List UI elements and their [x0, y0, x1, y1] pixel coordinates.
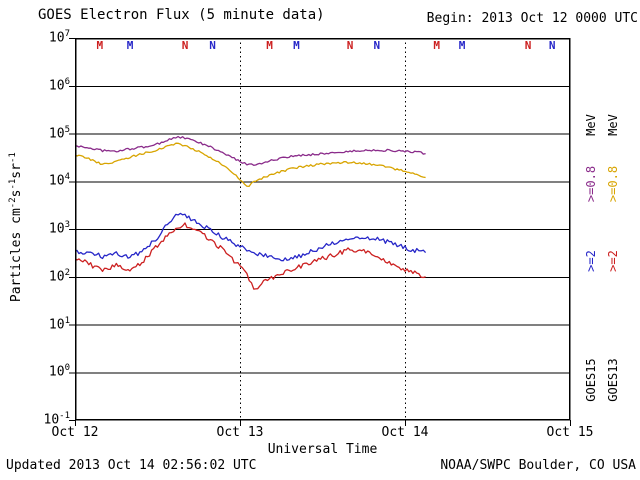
satellite-noon-marker: N: [548, 39, 556, 52]
flux-traces: [75, 135, 427, 290]
y-axis-tick-label: 103: [48, 220, 70, 237]
trace-goes15-2-mev: [75, 212, 427, 262]
trace-goes13-2-mev: [75, 222, 426, 290]
channel-label: >=2: [606, 250, 620, 272]
axis-ticks: [69, 38, 571, 426]
satellite-midnight-marker: M: [433, 39, 440, 52]
trace-goes13-0-8-mev: [75, 142, 426, 187]
satellite-midnight-marker: M: [126, 39, 134, 52]
y-axis-title: Particles cm-2s-1sr-1: [7, 152, 25, 303]
plot-border: [74, 37, 571, 421]
y-axis-tick-label: 100: [48, 363, 70, 380]
satellite-name-label: GOES15: [584, 358, 598, 402]
satellite-name-label: GOES13: [606, 358, 620, 402]
trace-goes15-0-8-mev: [75, 135, 426, 166]
satellite-noon-marker: N: [346, 39, 354, 52]
x-axis-tick-label: Oct 15: [546, 425, 594, 440]
satellite-midnight-marker: M: [458, 39, 466, 52]
satellite-midnight-marker: M: [96, 39, 104, 52]
y-axis-tick-label: 106: [48, 76, 70, 94]
x-axis-tick-label: Oct 14: [381, 425, 429, 440]
chart-title: GOES Electron Flux (5 minute data): [38, 7, 325, 23]
y-axis-tick-label: 107: [48, 29, 70, 46]
grid-lines: [75, 85, 570, 374]
y-axis-tick-label: 105: [48, 124, 70, 141]
y-axis-tick-label: 10-1: [43, 411, 71, 428]
x-axis-tick-label: Oct 12: [51, 425, 99, 440]
begin-time-label: Begin: 2013 Oct 12 0000 UTC: [426, 11, 638, 26]
satellite-midnight-marker: M: [266, 39, 273, 52]
y-axis-tick-label: 104: [48, 172, 70, 189]
x-axis-tick-label: Oct 13: [216, 425, 264, 440]
satellite-noon-marker: N: [524, 39, 532, 52]
y-axis-tick-label: 101: [48, 315, 70, 332]
satellite-noon-marker: N: [181, 39, 189, 52]
satellite-midnight-marker: M: [293, 39, 300, 52]
satellite-noon-marker: N: [373, 39, 381, 52]
updated-timestamp: Updated 2013 Oct 14 02:56:02 UTC: [6, 458, 257, 473]
data-source-label: NOAA/SWPC Boulder, CO USA: [440, 458, 636, 473]
x-axis-title: Universal Time: [267, 442, 378, 457]
y-axis-tick-label: 102: [48, 267, 70, 285]
channel-label: >=2: [584, 250, 598, 272]
satellite-noon-marker: N: [209, 39, 216, 52]
